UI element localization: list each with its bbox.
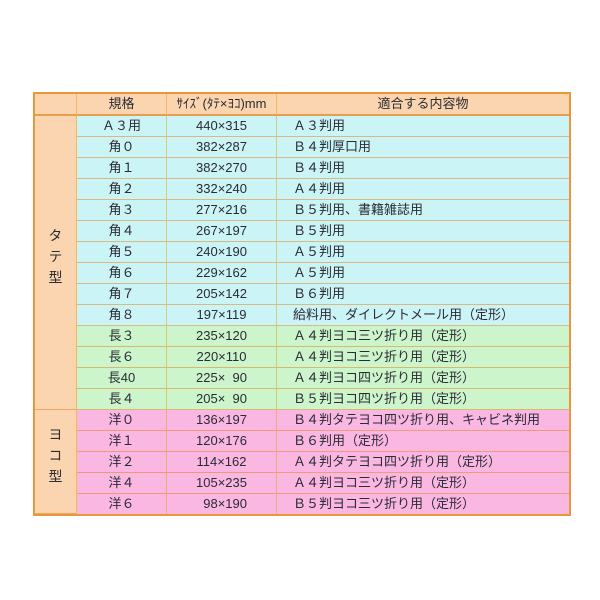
cell-kikaku: 長３ — [77, 326, 167, 347]
table-row: 角６ 229×162 Ａ５判用 — [35, 263, 569, 284]
cell-kikaku: 洋６ — [77, 494, 167, 514]
cell-size: 220×110 — [167, 347, 277, 368]
cell-content: Ｂ５判ヨコ四ツ折り用（定形） — [277, 389, 569, 410]
cell-kikaku: 角６ — [77, 263, 167, 284]
table-row: 角５ 240×190 Ａ５判用 — [35, 242, 569, 263]
cell-size: 120×176 — [167, 431, 277, 452]
envelope-size-table: 規格 ｻｲｽﾞ(ﾀﾃ×ﾖｺ)mm 適合する内容物 タテ型 Ａ３用 440×315 Ａ３… — [33, 92, 571, 516]
table-row: 洋１ 120×176 Ｂ６判用（定形） — [35, 431, 569, 452]
cell-kikaku: 長６ — [77, 347, 167, 368]
table-row: タテ型 Ａ３用 440×315 Ａ３判用 — [35, 116, 569, 410]
cell-kikaku: 洋０ — [77, 410, 167, 431]
table-row: 洋４ 105×235 Ａ４判ヨコ三ツ折り用（定形） — [35, 473, 569, 494]
cell-content: Ｂ５判ヨコ三ツ折り用（定形） — [277, 494, 569, 514]
table-row: 角０ 382×287 Ｂ４判厚口用 — [35, 137, 569, 158]
cell-size: 197×119 — [167, 305, 277, 326]
cell-size: 332×240 — [167, 179, 277, 200]
cell-size: 267×197 — [167, 221, 277, 242]
table-row: 長３ 235×120 Ａ４判ヨコ三ツ折り用（定形） — [35, 326, 569, 347]
cell-kikaku: 角０ — [77, 137, 167, 158]
header-row: 規格 ｻｲｽﾞ(ﾀﾃ×ﾖｺ)mm 適合する内容物 — [35, 94, 569, 116]
cell-kikaku: 角３ — [77, 200, 167, 221]
cell-size: 205×142 — [167, 284, 277, 305]
cell-content: Ｂ４判用 — [277, 158, 569, 179]
cell-kikaku: 角２ — [77, 179, 167, 200]
cell-kikaku: 角７ — [77, 284, 167, 305]
cell-content: Ａ４判ヨコ三ツ折り用（定形） — [277, 473, 569, 494]
cell-size: 105×235 — [167, 473, 277, 494]
cell-content: Ａ５判用 — [277, 263, 569, 284]
cell-kikaku: 角４ — [77, 221, 167, 242]
cell-kikaku: 角５ — [77, 242, 167, 263]
header-content: 適合する内容物 — [277, 94, 569, 116]
cell-kikaku: 洋２ — [77, 452, 167, 473]
cell-size: 136×197 — [167, 410, 277, 431]
cell-kikaku: 長40 — [77, 368, 167, 389]
cell-kikaku: 長４ — [77, 389, 167, 410]
cell-kikaku: 洋４ — [77, 473, 167, 494]
corner-cell — [35, 94, 77, 116]
table-row: 角１ 382×270 Ｂ４判用 — [35, 158, 569, 179]
cell-size: 382×270 — [167, 158, 277, 179]
cell-content: Ｂ５判用、書籍雑誌用 — [277, 200, 569, 221]
cell-content: Ａ４判タテヨコ四ツ折り用（定形） — [277, 452, 569, 473]
cell-size: 235×120 — [167, 326, 277, 347]
cell-kikaku: Ａ３用 — [77, 116, 167, 137]
cell-kikaku: 洋１ — [77, 431, 167, 452]
table-row: 長40 225× 90 Ａ４判ヨコ四ツ折り用（定形） — [35, 368, 569, 389]
cell-kikaku: 角１ — [77, 158, 167, 179]
table-row: 洋２ 114×162 Ａ４判タテヨコ四ツ折り用（定形） — [35, 452, 569, 473]
table-row: 長４ 205× 90 Ｂ５判ヨコ四ツ折り用（定形） — [35, 389, 569, 410]
header-kikaku: 規格 — [77, 94, 167, 116]
group-cell: タテ型 — [35, 116, 77, 410]
table-row: 角３ 277×216 Ｂ５判用、書籍雑誌用 — [35, 200, 569, 221]
cell-content: Ａ５判用 — [277, 242, 569, 263]
cell-size: 114×162 — [167, 452, 277, 473]
cell-size: 98×190 — [167, 494, 277, 514]
group-label: タテ型 — [47, 228, 64, 291]
cell-size: 440×315 — [167, 116, 277, 137]
table-row: 角７ 205×142 Ｂ６判用 — [35, 284, 569, 305]
table-body: タテ型 Ａ３用 440×315 Ａ３判用 角０ 382×287 Ｂ４判厚口用 角１ 382×27… — [35, 116, 569, 514]
table-row: ヨコ型 洋０ 136×197 Ｂ４判タテヨコ四ツ折り用、キャビネ判用 — [35, 410, 569, 514]
header-size: ｻｲｽﾞ(ﾀﾃ×ﾖｺ)mm — [167, 94, 277, 116]
cell-size: 225× 90 — [167, 368, 277, 389]
cell-content: Ｂ６判用 — [277, 284, 569, 305]
cell-content: Ａ４判用 — [277, 179, 569, 200]
cell-content: Ｂ４判タテヨコ四ツ折り用、キャビネ判用 — [277, 410, 569, 431]
cell-content: Ａ４判ヨコ三ツ折り用（定形） — [277, 326, 569, 347]
cell-content: 給料用、ダイレクトメール用（定形） — [277, 305, 569, 326]
cell-content: Ａ３判用 — [277, 116, 569, 137]
cell-size: 240×190 — [167, 242, 277, 263]
cell-size: 382×287 — [167, 137, 277, 158]
table-row: 長６ 220×110 Ａ４判ヨコ三ツ折り用（定形） — [35, 347, 569, 368]
table-row: 角４ 267×197 Ｂ５判用 — [35, 221, 569, 242]
cell-size: 277×216 — [167, 200, 277, 221]
cell-content: Ｂ４判厚口用 — [277, 137, 569, 158]
cell-content: Ａ４判ヨコ三ツ折り用（定形） — [277, 347, 569, 368]
cell-content: Ｂ６判用（定形） — [277, 431, 569, 452]
cell-size: 229×162 — [167, 263, 277, 284]
cell-size: 205× 90 — [167, 389, 277, 410]
cell-content: Ｂ５判用 — [277, 221, 569, 242]
table-row: 洋６ 98×190 Ｂ５判ヨコ三ツ折り用（定形） — [35, 494, 569, 514]
cell-kikaku: 角８ — [77, 305, 167, 326]
table-row: 角８ 197×119 給料用、ダイレクトメール用（定形） — [35, 305, 569, 326]
group-label: ヨコ型 — [47, 427, 64, 490]
cell-content: Ａ４判ヨコ四ツ折り用（定形） — [277, 368, 569, 389]
table-row: 角２ 332×240 Ａ４判用 — [35, 179, 569, 200]
group-cell: ヨコ型 — [35, 410, 77, 514]
